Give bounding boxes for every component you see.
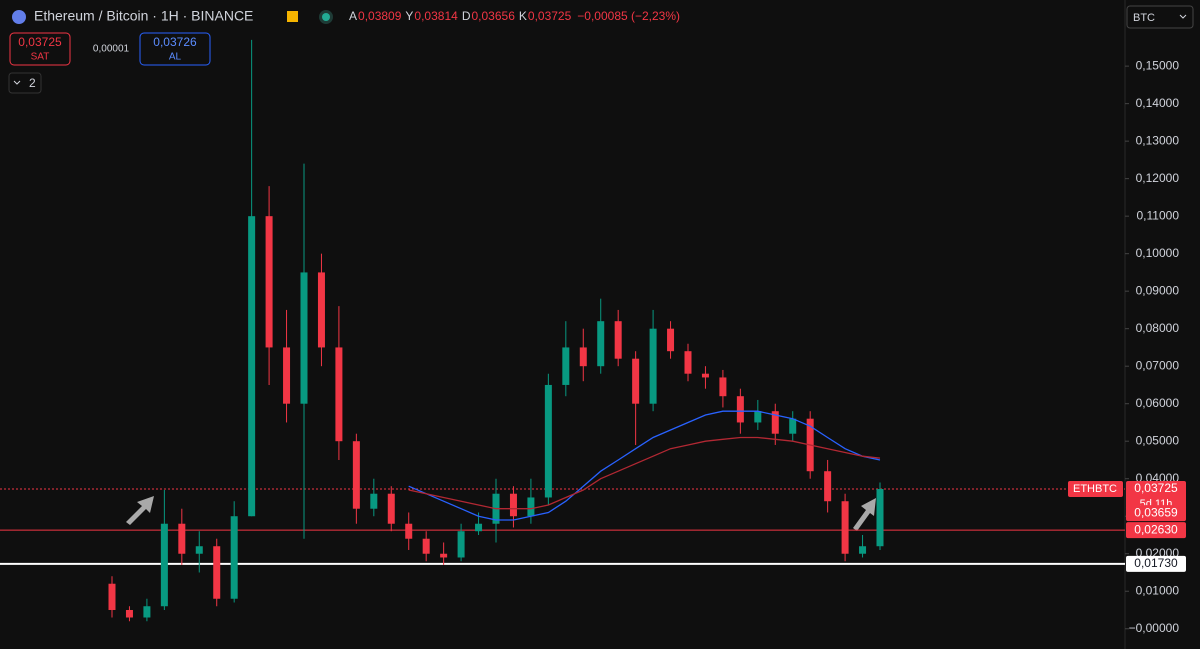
candle-body <box>736 396 744 423</box>
symbol-icon <box>12 10 26 24</box>
extra-price: 0,03659 <box>1134 505 1178 519</box>
currency[interactable]: BTC <box>1133 12 1155 24</box>
candle-body <box>509 493 517 517</box>
price-label: 0,01730 <box>1134 556 1178 570</box>
y-tick-label: 0,08000 <box>1136 321 1180 335</box>
candle-body <box>771 411 779 434</box>
candle-body <box>317 272 325 348</box>
candle-body <box>579 347 587 367</box>
currency-icon[interactable] <box>1179 14 1187 19</box>
y-tick-label: 0,11000 <box>1137 208 1180 222</box>
arrow <box>126 496 154 525</box>
candle-body <box>614 321 622 359</box>
candle-body <box>754 411 762 423</box>
candle-body <box>143 606 151 618</box>
candle-body <box>562 347 570 385</box>
status-dot <box>322 13 330 21</box>
candle-body <box>422 538 430 554</box>
y-tick-label: 0,09000 <box>1136 283 1180 297</box>
arrow <box>853 498 876 531</box>
y-tick-label: −0,00000 <box>1129 621 1180 635</box>
y-tick-label: 0,13000 <box>1136 133 1180 147</box>
moving-average <box>408 436 881 510</box>
candle-body <box>876 489 884 547</box>
candle-body <box>684 351 692 374</box>
candle-body <box>649 328 657 404</box>
candle-body <box>544 384 552 498</box>
currency-button[interactable] <box>1126 5 1194 29</box>
ohlc-key: Y <box>405 9 413 23</box>
chart-title[interactable]: Ethereum / Bitcoin · 1H · BINANCE <box>34 8 253 24</box>
candle-body <box>405 523 413 539</box>
collapse-icon[interactable] <box>13 80 21 85</box>
candle-body <box>841 501 849 554</box>
ohlc-key: A <box>349 9 357 23</box>
y-tick-label: 0,15000 <box>1136 58 1180 72</box>
ohlc-value: 0,03725 <box>528 9 572 23</box>
price-tag <box>1126 522 1186 539</box>
symbol-tag <box>1068 481 1123 498</box>
candle-body <box>370 493 378 509</box>
y-tick-label: 0,14000 <box>1136 96 1180 110</box>
candle-body <box>457 531 465 558</box>
ohlc-value: 0,03809 <box>358 9 402 23</box>
candle-body <box>475 523 483 532</box>
candle-body <box>160 523 168 607</box>
ohlc-key: D <box>462 9 471 23</box>
candle-body <box>789 418 797 434</box>
collapse-button[interactable] <box>8 72 42 94</box>
price-label: 0,02630 <box>1134 522 1178 536</box>
y-tick-label: 0,07000 <box>1136 358 1180 372</box>
candle-body <box>195 546 203 554</box>
candle-body <box>824 471 832 502</box>
candle-body <box>125 609 133 618</box>
candle-body <box>387 493 395 524</box>
ohlc-key: K <box>519 9 527 23</box>
candle-body <box>108 583 116 610</box>
price-tag <box>1126 555 1186 572</box>
buy-label[interactable]: AL <box>169 52 182 63</box>
candle-body <box>213 546 221 599</box>
collapse-count[interactable]: 2 <box>29 76 36 90</box>
candle-body <box>230 516 238 599</box>
candle-body <box>667 328 675 352</box>
y-tick-label: 0,10000 <box>1136 246 1180 260</box>
candle-body <box>719 377 727 397</box>
price-tag <box>1126 505 1186 522</box>
symbol-label: ETHBTC <box>1073 483 1117 495</box>
y-tick-label: 0,06000 <box>1136 396 1180 410</box>
candle-body <box>527 497 535 517</box>
change: −0,00085 (−2,23%) <box>577 9 680 23</box>
ohlc-value: 0,03814 <box>414 9 458 23</box>
candle-body <box>248 216 256 517</box>
y-tick-label: 0,01000 <box>1136 583 1180 597</box>
exchange-flag <box>287 11 298 22</box>
candle-body <box>440 553 448 558</box>
sell-label[interactable]: SAT <box>31 52 50 63</box>
candle-body <box>300 272 308 404</box>
price-label: 0,03725 <box>1134 481 1178 495</box>
spread: 0,00001 <box>93 44 130 55</box>
moving-average <box>408 410 881 521</box>
sell-price[interactable]: 0,03725 <box>18 35 62 49</box>
price-tag <box>1126 481 1186 514</box>
candle-body <box>632 358 640 404</box>
buy-button[interactable] <box>139 32 211 66</box>
ohlc-value: 0,03656 <box>471 9 515 23</box>
candle-body <box>265 216 273 348</box>
y-tick-label: 0,05000 <box>1136 433 1180 447</box>
y-tick-label: 0,12000 <box>1136 171 1180 185</box>
candle-body <box>335 347 343 442</box>
candle-body <box>352 441 360 509</box>
buy-price[interactable]: 0,03726 <box>153 35 197 49</box>
candle-body <box>283 347 291 404</box>
sell-button[interactable] <box>9 32 71 66</box>
candle-body <box>701 373 709 378</box>
candle-body <box>859 546 867 554</box>
candle-body <box>178 523 186 554</box>
candle-body <box>597 321 605 367</box>
